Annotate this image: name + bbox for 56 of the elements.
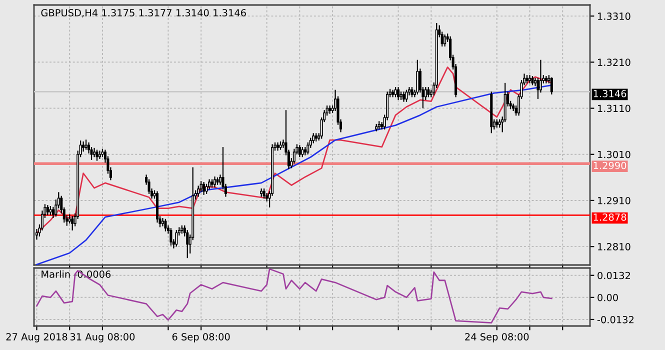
candlestick (405, 89, 408, 102)
candlestick (205, 183, 208, 195)
x-tick-label: 27 Aug 2018 (6, 333, 68, 342)
candlestick (164, 218, 167, 232)
candlestick (427, 86, 430, 98)
candlestick (444, 34, 446, 48)
ref-line-label: 1.3146 (594, 90, 626, 98)
candlestick (312, 132, 315, 144)
candlestick (49, 205, 52, 216)
y-tick-label: 1.3310 (598, 12, 630, 20)
candlestick (214, 176, 216, 188)
ref-line-label: 1.2878 (594, 213, 626, 221)
candlestick (306, 142, 310, 155)
line-series (36, 268, 552, 324)
candlestick (84, 139, 88, 150)
candlestick (298, 144, 301, 158)
candlestick (410, 86, 414, 98)
candlestick (550, 76, 553, 95)
candlestick (208, 178, 211, 190)
candlestick (262, 188, 266, 200)
candlestick (301, 146, 304, 158)
chart-title: GBPUSD,H4 1.3175 1.3177 1.3140 1.3146 (41, 9, 246, 18)
y-tick-label: 0.0132 (598, 272, 630, 280)
candlestick (148, 178, 150, 195)
candlestick (68, 214, 71, 224)
y-tick-label: 1.3110 (598, 104, 630, 112)
candlestick (197, 185, 200, 198)
y-tick-label: 1.3010 (598, 150, 630, 158)
y-tick-label: 1.2910 (598, 196, 630, 204)
y-tick-label: -0.0132 (597, 316, 634, 324)
candlestick (175, 229, 178, 248)
x-tick-label: 24 Sep 08:00 (465, 333, 529, 342)
candlestick (52, 206, 54, 219)
candlestick (397, 86, 400, 101)
candlestick (35, 228, 38, 240)
candlestick (202, 181, 206, 196)
candlestick (92, 147, 96, 158)
candlestick (170, 228, 172, 246)
candlestick (90, 146, 93, 160)
candlestick (402, 91, 406, 102)
y-tick-label: 1.3210 (598, 58, 630, 66)
ref-line-label: 1.2990 (594, 162, 626, 170)
candlestick (96, 149, 98, 162)
candlestick (71, 216, 74, 231)
candlestick (531, 75, 534, 86)
candlestick (394, 86, 397, 98)
candlestick (416, 59, 419, 95)
candlestick (200, 180, 202, 193)
line-series (36, 66, 552, 234)
candlestick (292, 148, 296, 164)
y-tick-label: 1.2810 (598, 243, 630, 250)
candlestick (46, 204, 49, 216)
y-tick-label: 0.00 (598, 294, 618, 302)
x-tick-label: 6 Sep 08:00 (172, 333, 230, 342)
x-tick-label: 31 Aug 08:00 (70, 333, 135, 342)
candlestick (186, 229, 189, 259)
